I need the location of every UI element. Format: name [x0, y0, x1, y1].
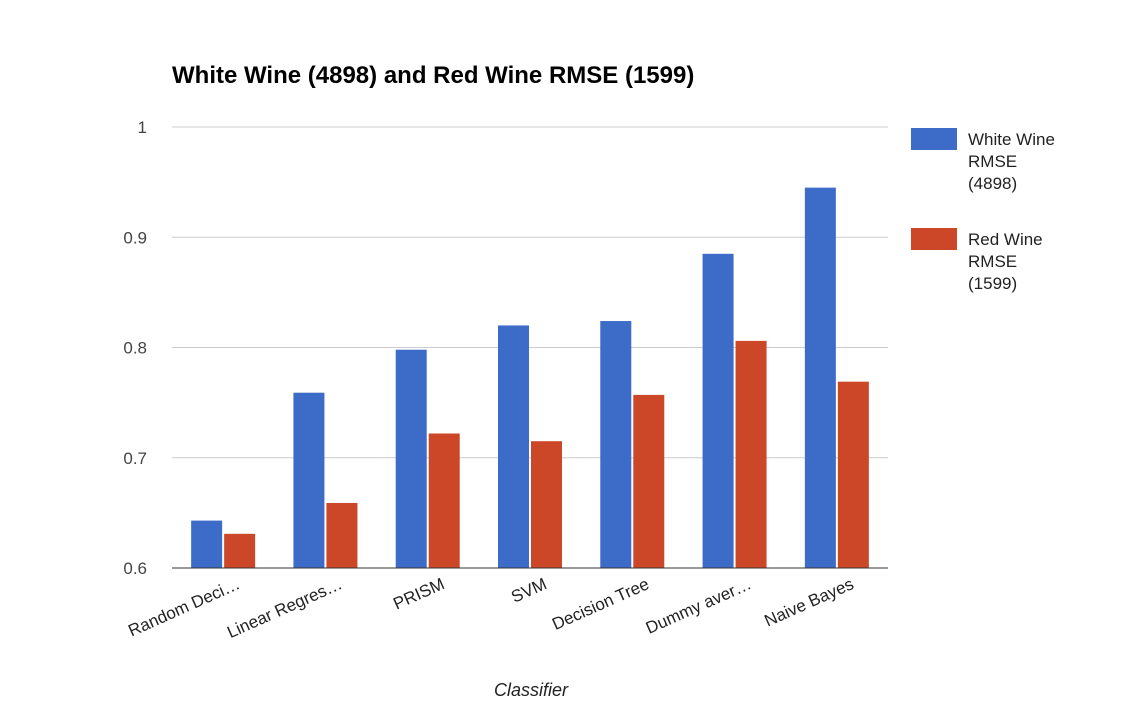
y-tick-label: 0.7	[123, 449, 147, 468]
y-tick-label: 0.9	[123, 228, 147, 247]
legend-label: White Wine RMSE (4898)	[968, 130, 1055, 193]
y-tick-label: 0.6	[123, 559, 147, 578]
legend-item: White Wine RMSE (4898)	[911, 128, 1055, 193]
y-axis-ticks: 0.6 0.7 0.8 0.9 1	[123, 118, 147, 578]
x-tick-label: Naive Bayes	[762, 574, 857, 630]
legend-swatch	[911, 228, 957, 250]
x-tick-label: SVM	[508, 574, 549, 606]
bar-white-4	[600, 321, 632, 568]
bar-red-6	[837, 381, 869, 568]
bar-white-6	[804, 187, 836, 568]
bar-red-4	[633, 394, 665, 568]
x-axis-title: Classifier	[494, 680, 569, 700]
bar-red-1	[326, 502, 358, 568]
bar-red-0	[224, 533, 256, 568]
bar-white-5	[702, 253, 734, 568]
y-tick-label: 1	[138, 118, 147, 137]
bar-white-0	[191, 520, 223, 568]
legend-label: Red Wine RMSE (1599)	[968, 230, 1043, 293]
legend-item: Red Wine RMSE (1599)	[911, 228, 1043, 293]
bar-red-3	[531, 441, 562, 568]
x-tick-label: PRISM	[390, 574, 447, 613]
bar-red-2	[428, 433, 460, 568]
x-tick-label: Dummy aver…	[643, 574, 754, 637]
x-tick-label: Random Deci…	[125, 574, 242, 640]
bar-red-5	[735, 340, 767, 568]
bars	[172, 187, 888, 569]
legend: White Wine RMSE (4898) Red Wine RMSE (1599)	[911, 128, 1055, 293]
chart-title: White Wine (4898) and Red Wine RMSE (159…	[172, 62, 694, 89]
x-tick-label: Decision Tree	[549, 574, 652, 634]
gridlines	[172, 126, 888, 569]
x-tick-label: Linear Regres…	[224, 574, 345, 642]
bar-white-1	[293, 392, 325, 568]
bar-white-2	[395, 349, 427, 568]
legend-swatch	[911, 128, 957, 150]
x-axis-ticks: Random Deci…Linear Regres… PRISM SVM Decisi…	[125, 574, 856, 642]
y-tick-label: 0.8	[123, 339, 147, 358]
bar-white-3	[498, 325, 529, 568]
